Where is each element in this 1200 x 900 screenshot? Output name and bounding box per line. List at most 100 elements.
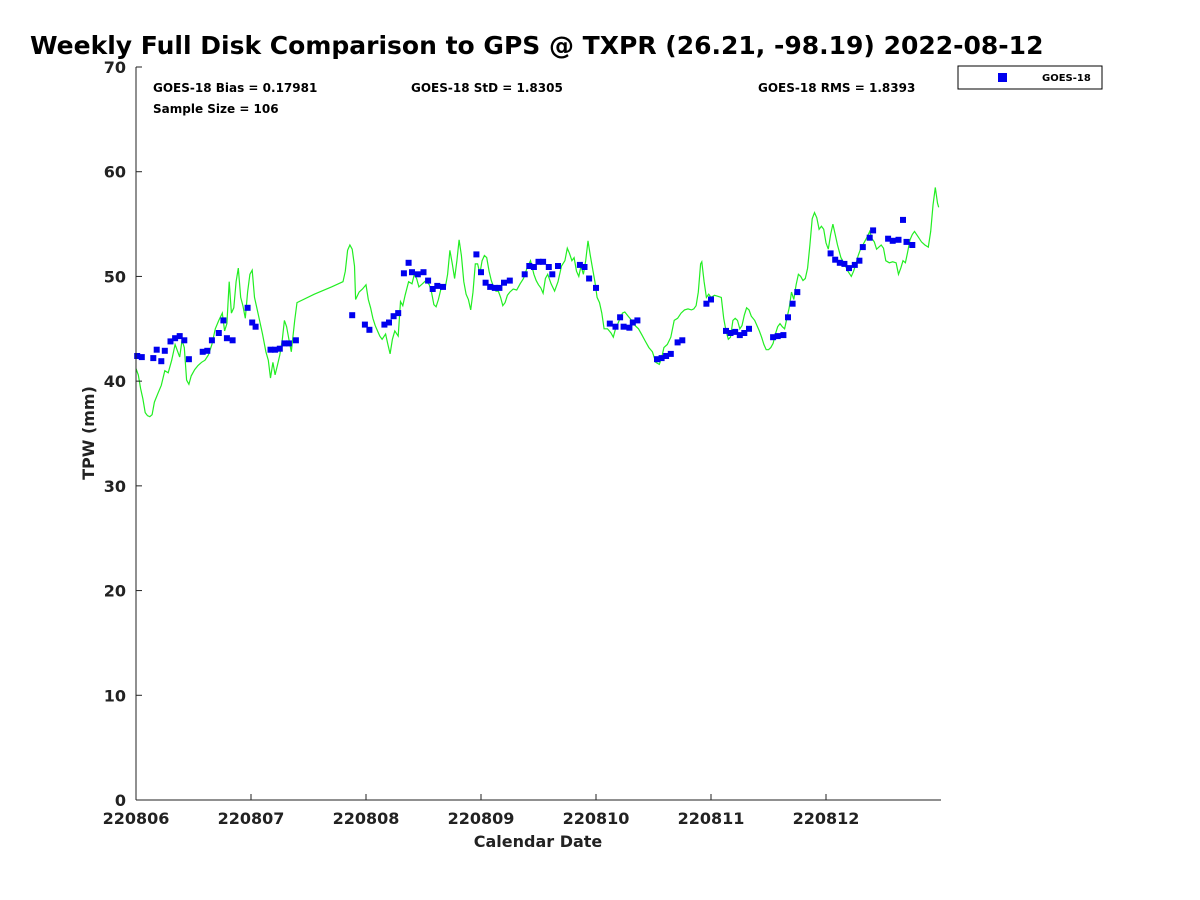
data-point-goes-18 xyxy=(859,244,866,251)
data-point-goes-18 xyxy=(679,337,686,344)
data-point-goes-18 xyxy=(658,355,665,362)
x-tick-label: 220808 xyxy=(333,809,400,828)
data-point-goes-18 xyxy=(414,271,421,278)
data-point-goes-18 xyxy=(473,251,480,258)
y-tick-label: 0 xyxy=(115,791,126,810)
legend-box xyxy=(957,65,1103,90)
data-point-goes-18 xyxy=(215,330,222,336)
data-point-goes-18 xyxy=(723,327,729,334)
data-point-goes-18 xyxy=(732,328,739,335)
data-point-goes-18 xyxy=(252,323,259,330)
data-point-goes-18 xyxy=(506,277,513,284)
data-point-goes-18 xyxy=(204,347,211,354)
data-point-goes-18 xyxy=(521,271,528,278)
data-point-goes-18 xyxy=(549,271,556,278)
data-point-goes-18 xyxy=(667,350,674,357)
data-point-goes-18 xyxy=(895,236,902,243)
data-point-goes-18 xyxy=(780,332,787,339)
data-point-goes-18 xyxy=(736,332,743,339)
x-tick-label: 220812 xyxy=(793,809,860,828)
y-tick-label: 30 xyxy=(104,477,126,496)
data-point-goes-18 xyxy=(889,237,896,244)
data-point-goes-18 xyxy=(586,275,593,282)
data-point-goes-18 xyxy=(229,337,236,344)
data-point-goes-18 xyxy=(496,284,503,291)
data-point-goes-18 xyxy=(846,265,852,272)
data-point-goes-18 xyxy=(530,264,537,270)
stat-rms: GOES-18 RMS = 1.8393 xyxy=(758,81,915,95)
data-point-goes-18 xyxy=(827,250,834,257)
data-point-goes-18 xyxy=(851,261,858,268)
data-point-goes-18 xyxy=(617,314,624,321)
data-point-goes-18 xyxy=(841,260,848,267)
legend-marker-goes-18 xyxy=(998,73,1007,82)
data-point-goes-18 xyxy=(276,345,283,352)
data-point-goes-18 xyxy=(434,282,441,289)
data-point-goes-18 xyxy=(593,284,599,291)
data-point-goes-18 xyxy=(150,355,157,362)
data-point-goes-18 xyxy=(220,317,227,324)
legend-label-goes-18: GOES-18 xyxy=(1042,73,1091,84)
data-point-goes-18 xyxy=(381,321,388,328)
data-point-goes-18 xyxy=(172,335,179,342)
data-point-goes-18 xyxy=(167,338,174,345)
data-point-goes-18 xyxy=(400,270,407,277)
y-axis-ticks: 0 10 20 30 40 50 60 70 xyxy=(104,58,142,810)
data-point-goes-18 xyxy=(138,354,145,361)
data-point-goes-18 xyxy=(540,258,547,265)
data-point-goes-18 xyxy=(581,264,588,270)
x-tick-label: 220807 xyxy=(218,809,285,828)
data-point-goes-18 xyxy=(409,269,415,276)
data-point-goes-18 xyxy=(292,337,299,344)
data-point-goes-18 xyxy=(727,330,734,336)
data-point-goes-18 xyxy=(390,313,397,320)
data-point-goes-18 xyxy=(158,358,165,365)
legend: GOES-18 xyxy=(957,65,1103,90)
data-point-goes-18 xyxy=(482,279,489,286)
stat-std: GOES-18 StD = 1.8305 xyxy=(411,81,563,95)
data-point-goes-18 xyxy=(181,337,188,344)
data-point-goes-18 xyxy=(885,235,892,242)
data-point-goes-18 xyxy=(856,257,863,264)
stat-bias: GOES-18 Bias = 0.17981 xyxy=(153,81,317,95)
data-point-goes-18 xyxy=(267,346,274,353)
data-point-goes-18 xyxy=(620,323,627,330)
data-point-goes-18 xyxy=(674,339,681,346)
data-point-goes-18 xyxy=(770,334,777,341)
series-line-gps xyxy=(135,187,940,418)
data-point-goes-18 xyxy=(654,356,660,363)
data-point-goes-18 xyxy=(703,300,710,307)
data-point-goes-18 xyxy=(405,259,412,266)
y-tick-label: 40 xyxy=(104,372,126,391)
data-point-goes-18 xyxy=(199,348,206,355)
y-tick-label: 20 xyxy=(104,582,126,601)
data-point-goes-18 xyxy=(629,319,636,326)
data-point-goes-18 xyxy=(176,333,183,340)
data-point-goes-18 xyxy=(774,333,781,340)
data-point-goes-18 xyxy=(626,324,633,331)
data-point-goes-18 xyxy=(244,304,251,311)
y-tick-label: 60 xyxy=(104,163,126,182)
x-tick-label: 220809 xyxy=(448,809,515,828)
data-point-goes-18 xyxy=(478,269,484,276)
data-point-goes-18 xyxy=(708,296,714,303)
x-axis-ticks: 220806 220807 220808 220809 220810 220811 2208… xyxy=(103,794,860,828)
data-point-goes-18 xyxy=(909,242,916,248)
data-point-goes-18 xyxy=(535,258,542,265)
data-point-goes-18 xyxy=(208,337,215,344)
data-point-goes-18 xyxy=(223,335,230,342)
data-point-goes-18 xyxy=(395,310,402,317)
data-point-goes-18 xyxy=(870,227,877,234)
data-point-goes-18 xyxy=(153,346,160,353)
data-point-goes-18 xyxy=(491,284,498,291)
data-point-goes-18 xyxy=(634,317,641,324)
y-tick-label: 10 xyxy=(104,686,126,705)
data-point-goes-18 xyxy=(576,261,583,268)
data-point-goes-18 xyxy=(349,312,356,319)
data-point-goes-18 xyxy=(741,330,748,336)
data-point-goes-18 xyxy=(836,259,843,266)
data-point-goes-18 xyxy=(134,353,141,359)
data-point-goes-18 xyxy=(429,286,436,292)
y-tick-label: 70 xyxy=(104,58,126,77)
